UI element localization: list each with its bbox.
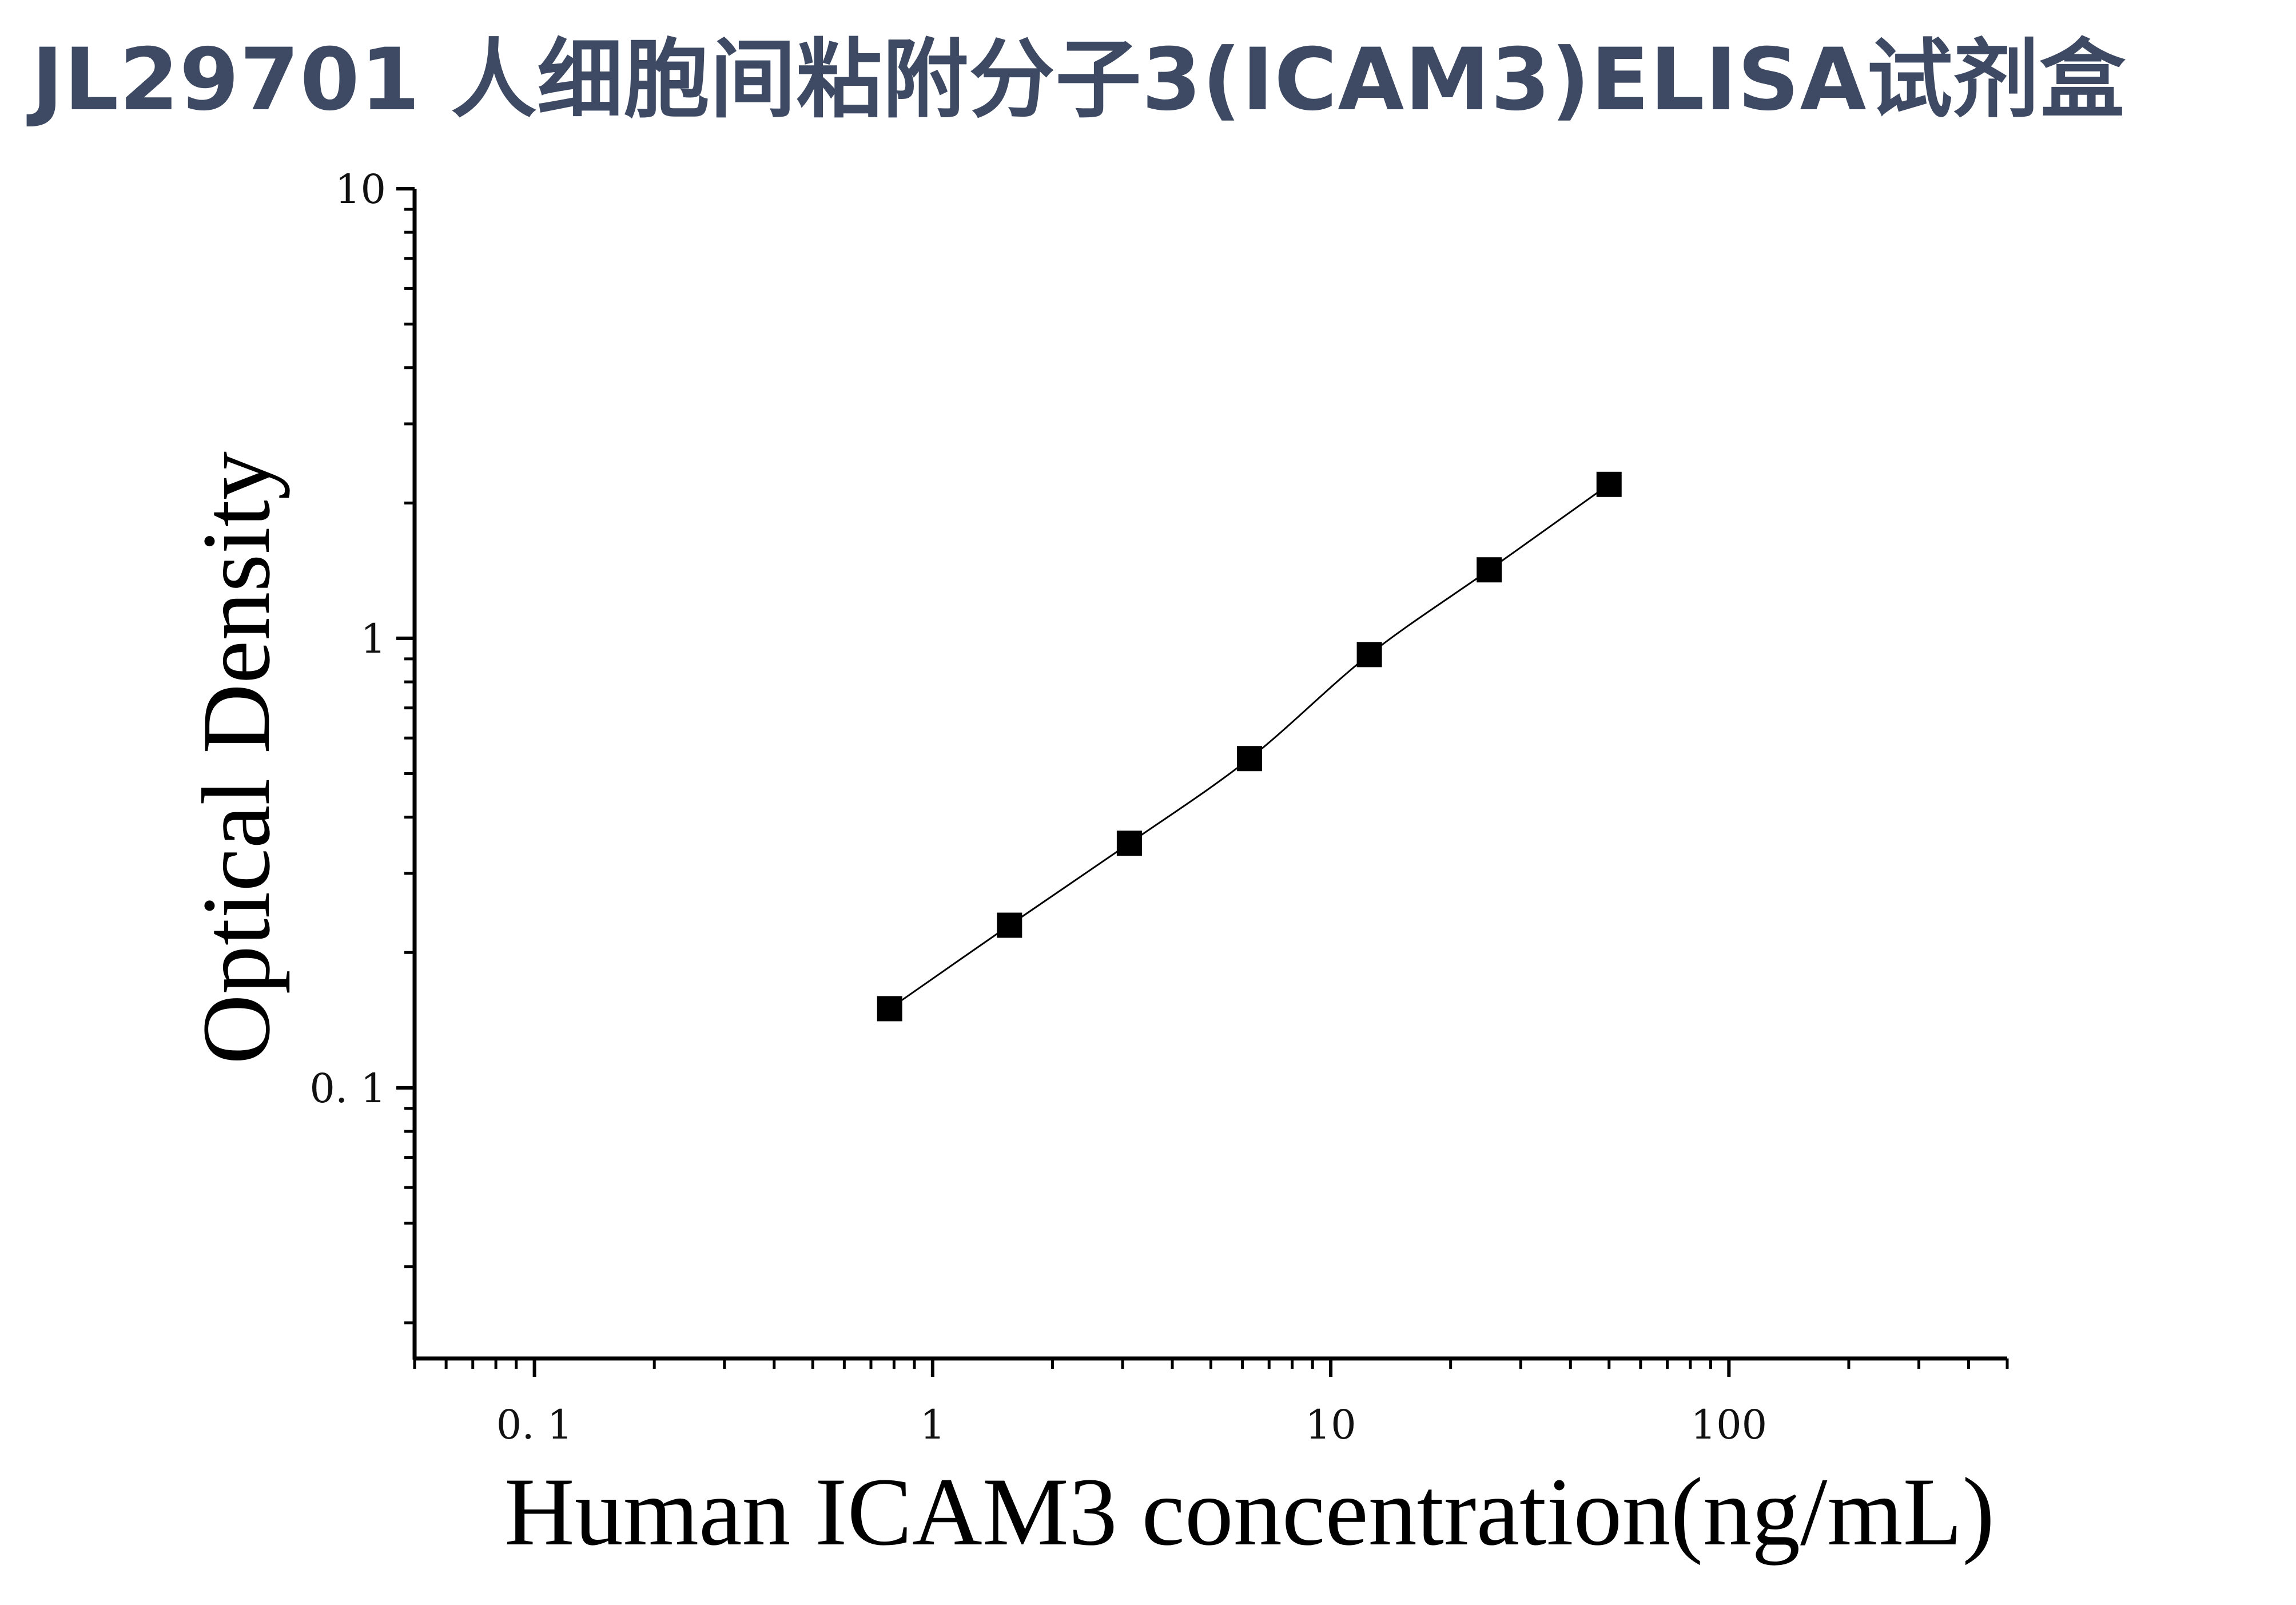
page-title: JL29701 人细胞间粘附分子3(ICAM3)ELISA试剂盒 [31,30,2126,130]
data-point-marker [877,996,902,1022]
x-axis-title: Human ICAM3 concentration(ng/mL) [504,1458,1995,1566]
data-point-marker [1477,557,1502,583]
data-point-marker [1596,471,1622,497]
axes [412,189,2007,1361]
x-tick-label: 0. 1 [496,1401,573,1448]
x-tick-label: 100 [1691,1401,1768,1448]
data-point-marker [1236,746,1262,772]
data-point-marker [997,912,1022,938]
y-axis-title: Optical Density [182,451,290,1064]
ticks: 0. 1 1 10 100 0. 1 1 10 [309,166,2009,1448]
y-tick-label: 0. 1 [309,1065,386,1112]
y-tick-label: 1 [360,615,386,662]
x-tick-label: 1 [920,1401,946,1448]
data-point-marker [1356,642,1382,668]
x-tick-label: 10 [1306,1401,1356,1448]
data-point-marker [1116,831,1142,856]
data-points [877,471,1622,1022]
y-tick-label: 10 [335,166,386,213]
